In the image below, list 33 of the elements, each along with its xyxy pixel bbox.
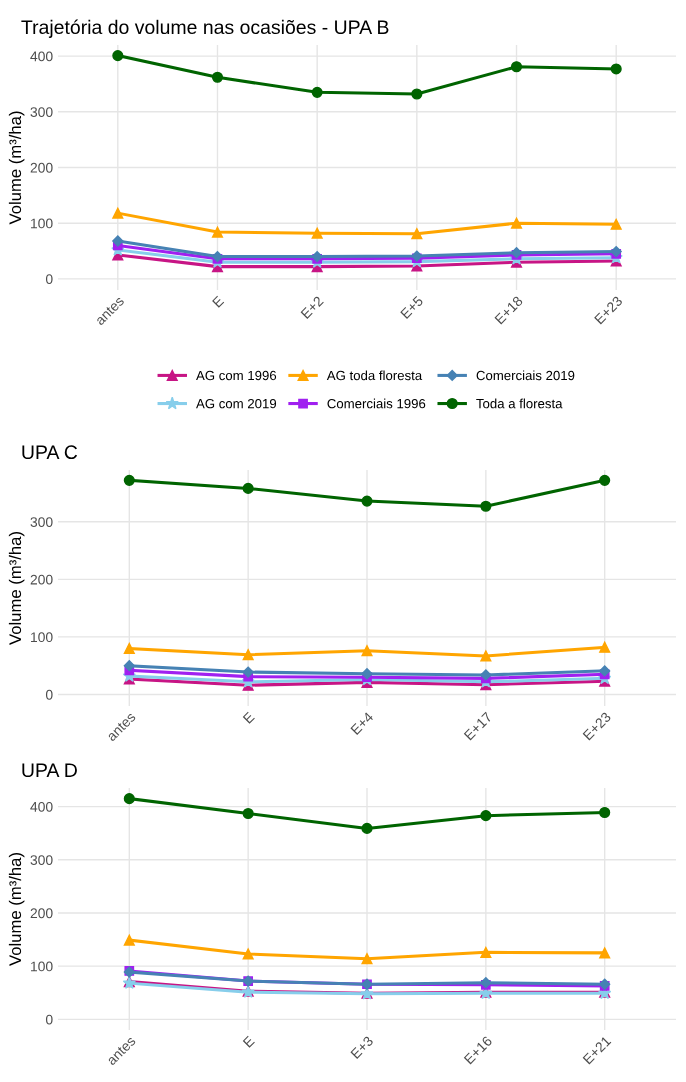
- y-tick-label: 400: [30, 801, 53, 812]
- x-tick-label: E: [212, 295, 225, 308]
- chart-title: UPA C: [22, 445, 78, 460]
- x-tick-label: E+5: [400, 295, 424, 320]
- y-axis-title: Volume (m³/ha): [8, 532, 25, 645]
- y-tick-label: 200: [30, 908, 53, 919]
- y-tick-label: 0: [45, 274, 53, 285]
- y-tick-label: 100: [31, 632, 53, 643]
- y-tick-label: 300: [30, 855, 53, 865]
- y-tick-label: 200: [30, 574, 53, 585]
- legend-label: AG com 2019: [196, 398, 277, 409]
- x-tick-label: E+2: [300, 295, 324, 319]
- y-tick-label: 100: [31, 218, 53, 229]
- x-tick-label: E: [242, 1035, 255, 1048]
- legend-label: AG com 1996: [196, 370, 277, 381]
- y-tick-label: 300: [30, 107, 53, 117]
- chart-title: Trajetória do volume nas ocasiões - UPA B: [21, 19, 389, 38]
- y-axis-title: Volume (m³/ha): [8, 111, 25, 225]
- y-axis-title: Volume (m³/ha): [8, 853, 25, 966]
- y-tick-label: 100: [31, 961, 53, 972]
- legend-label: AG toda floresta: [326, 370, 423, 381]
- chart-title: UPA D: [22, 763, 77, 778]
- y-tick-label: 0: [45, 689, 53, 700]
- y-tick-label: 400: [30, 51, 53, 62]
- y-tick-label: 0: [45, 1014, 53, 1025]
- y-tick-label: 300: [30, 517, 53, 527]
- x-tick-label: E+4: [350, 711, 374, 735]
- legend-label: Comerciais 1996: [327, 398, 426, 409]
- legend-label: Toda a floresta: [476, 398, 563, 409]
- x-tick-label: E: [242, 711, 255, 724]
- y-tick-label: 200: [30, 162, 53, 173]
- x-tick-label: E+3: [350, 1035, 374, 1060]
- legend-label: Comerciais 2019: [476, 370, 575, 381]
